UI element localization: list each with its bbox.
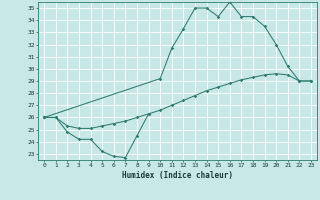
X-axis label: Humidex (Indice chaleur): Humidex (Indice chaleur) [122, 171, 233, 180]
